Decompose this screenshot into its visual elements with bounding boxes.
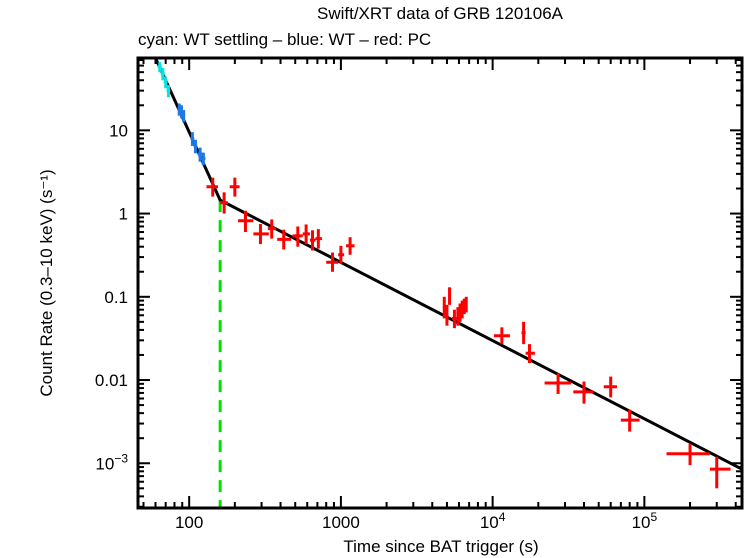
data-point <box>448 287 452 305</box>
y-tick-label: 0.1 <box>104 288 128 307</box>
data-point <box>666 444 710 466</box>
data-point <box>544 373 572 394</box>
plot-area <box>154 58 742 508</box>
data-point <box>603 376 617 398</box>
data-point <box>160 68 165 81</box>
x-tick-label: 1000 <box>322 513 360 532</box>
series-wt <box>177 103 206 166</box>
data-point <box>277 229 292 250</box>
x-tick-label: 100 <box>175 513 203 532</box>
y-tick-label: 1 <box>119 205 128 224</box>
data-point <box>521 321 526 345</box>
data-point <box>302 224 310 245</box>
data-point <box>620 409 640 432</box>
tick-labels: 100 1000 104 105 10 1 0.1 0.01 10−3 <box>95 121 658 532</box>
data-point <box>326 252 339 272</box>
data-point <box>157 62 162 73</box>
data-point <box>493 327 510 345</box>
series-pc <box>206 177 731 489</box>
data-point <box>573 381 594 404</box>
axis-ticks <box>138 58 742 508</box>
data-point <box>182 110 186 123</box>
y-tick-label: 0.01 <box>95 371 128 390</box>
y-tick-label: 10 <box>109 121 128 140</box>
data-point <box>442 296 446 319</box>
data-point <box>309 230 316 251</box>
data-point <box>452 309 457 329</box>
x-tick-label: 104 <box>480 510 506 532</box>
data-point <box>190 132 195 146</box>
data-layer <box>154 58 742 508</box>
chart-subtitle: cyan: WT settling – blue: WT – red: PC <box>138 30 431 49</box>
data-point <box>345 237 355 255</box>
data-point <box>267 219 277 239</box>
model-fit-line <box>154 58 742 471</box>
data-point <box>315 229 322 249</box>
plot-frame <box>136 56 744 510</box>
series-wt-settling <box>157 62 171 98</box>
chart-title: Swift/XRT data of GRB 120106A <box>317 4 564 23</box>
data-point <box>464 296 468 313</box>
x-tick-label: 105 <box>632 510 658 532</box>
data-point <box>445 304 449 326</box>
data-point <box>292 226 303 247</box>
x-axis-label: Time since BAT trigger (s) <box>343 537 538 556</box>
data-point <box>197 147 203 162</box>
data-point <box>253 223 269 245</box>
data-point <box>166 85 171 98</box>
y-tick-label: 10−3 <box>95 451 128 473</box>
data-point <box>193 139 198 154</box>
data-point <box>220 192 228 214</box>
data-point <box>201 152 206 166</box>
data-point <box>709 456 731 489</box>
data-point <box>525 344 535 364</box>
data-point <box>206 177 219 197</box>
y-axis-label: Count Rate (0.3–10 keV) (s⁻¹) <box>37 169 56 396</box>
data-point <box>163 76 168 89</box>
data-point <box>238 210 254 233</box>
data-point <box>338 245 345 264</box>
data-point <box>229 177 240 197</box>
